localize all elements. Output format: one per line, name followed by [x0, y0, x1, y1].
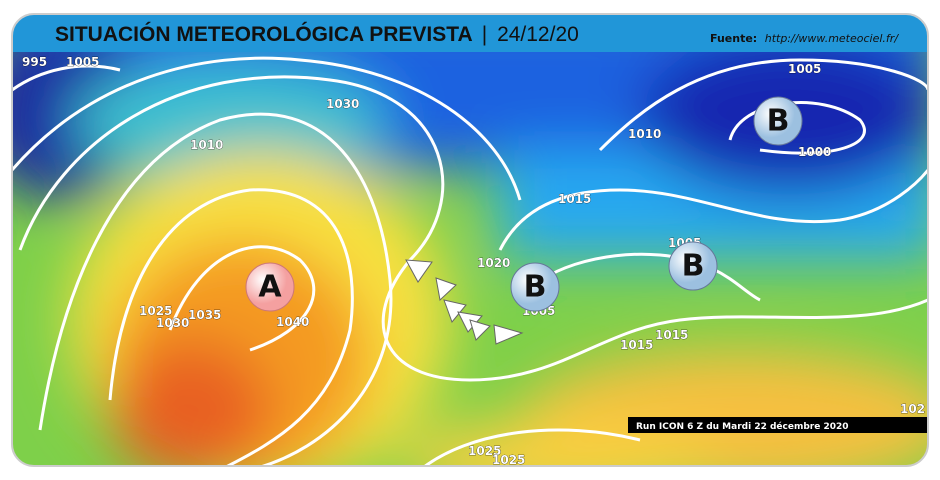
pressure-centers: A B B B — [245, 96, 803, 312]
isobar-label: 1025 — [492, 453, 525, 467]
isobar-label: 102 — [900, 402, 925, 416]
isobar-label: 1020 — [477, 256, 510, 270]
wind-arrows — [405, 259, 524, 345]
isobar-label: 1000 — [798, 145, 831, 159]
header-title: SITUACIÓN METEOROLÓGICA PREVISTA | 24/12… — [55, 22, 579, 46]
low-pressure-marker — [668, 241, 718, 291]
isobar-label: 1030 — [326, 97, 359, 111]
run-info: Run ICON 6 Z du Mardi 22 décembre 2020 — [636, 421, 849, 432]
run-info-box — [628, 417, 928, 433]
frame — [11, 13, 929, 467]
isobar-label: 1015 — [655, 328, 688, 342]
isobar-labels: 995 1005 1030 1010 1015 1020 1005 1025 1… — [22, 55, 926, 467]
isobar-label: 995 — [22, 55, 47, 69]
isobar-label: 1010 — [190, 138, 223, 152]
isobar-label: 1015 — [558, 192, 591, 206]
isobar-label: 1015 — [620, 338, 653, 352]
isobar-label: 1010 — [628, 127, 661, 141]
separator: | — [482, 23, 487, 46]
isobar-label: 1005 — [788, 62, 821, 76]
source-label: Fuente: — [710, 32, 757, 45]
low-pressure-marker — [753, 96, 803, 146]
pressure-center-label: B — [767, 104, 790, 139]
high-pressure-marker — [245, 262, 295, 312]
low-pressure-marker — [510, 262, 560, 312]
pressure-center-label: A — [258, 270, 282, 305]
pressure-center-label: B — [682, 249, 705, 284]
isobars — [12, 56, 928, 466]
isobar-label: 1035 — [188, 308, 221, 322]
header-bar — [12, 14, 928, 52]
source: Fuente: http://www.meteociel.fr/ — [710, 32, 899, 45]
isobar-label: 1025 — [468, 444, 501, 458]
source-url: http://www.meteociel.fr/ — [765, 32, 900, 45]
isobar-label: 1025 — [139, 304, 172, 318]
pressure-center-label: B — [524, 270, 547, 305]
title: SITUACIÓN METEOROLÓGICA PREVISTA — [55, 22, 473, 46]
date: 24/12/20 — [497, 23, 579, 46]
isobar-label: 1030 — [156, 316, 189, 330]
isobar-label: 1005 — [66, 55, 99, 69]
isobar-label: 1040 — [276, 315, 309, 329]
